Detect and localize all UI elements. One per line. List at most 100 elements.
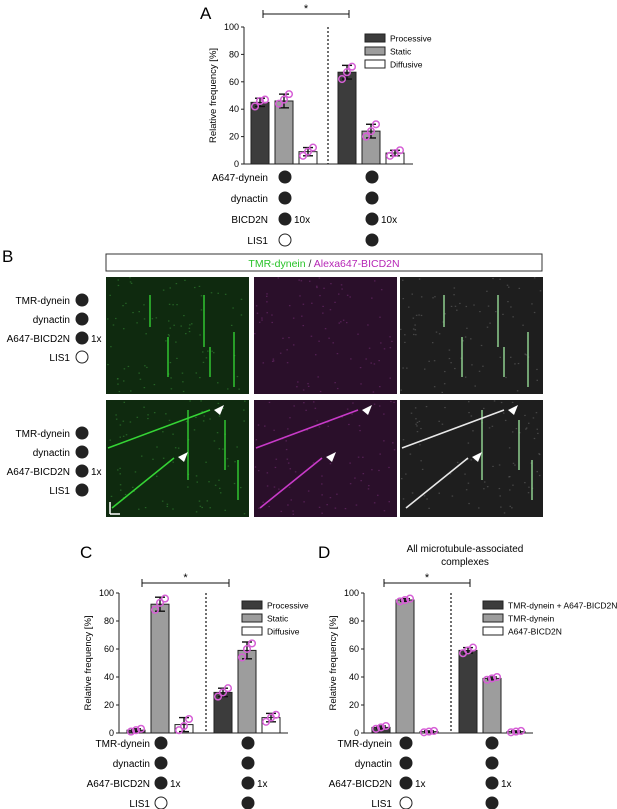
noise-speck: [421, 468, 424, 470]
noise-speck: [266, 312, 268, 314]
noise-speck: [459, 302, 461, 305]
noise-speck: [217, 292, 219, 294]
data-point: [342, 68, 352, 77]
noise-speck: [393, 401, 395, 403]
fold-label: 1x: [170, 779, 181, 790]
noise-speck: [198, 285, 201, 288]
noise-speck: [464, 336, 467, 338]
data-point: [371, 120, 381, 129]
data-point: [511, 727, 521, 736]
component-present-marker: [278, 170, 292, 184]
noise-speck: [336, 387, 339, 390]
noise-speck: [488, 427, 491, 429]
component-present-marker: [399, 736, 413, 750]
noise-speck: [483, 481, 486, 483]
noise-speck: [216, 432, 219, 434]
noise-speck: [134, 471, 137, 473]
noise-speck: [489, 322, 491, 324]
data-point: [260, 95, 270, 104]
noise-speck: [360, 480, 362, 482]
noise-speck: [286, 458, 289, 460]
legend-swatch: [482, 613, 504, 623]
noise-speck: [200, 295, 203, 297]
data-point: [492, 672, 502, 682]
noise-speck: [371, 297, 373, 299]
y-axis-label: Relative frequency [%]: [328, 615, 339, 710]
noise-speck: [340, 284, 343, 286]
noise-speck: [151, 318, 154, 320]
noise-speck: [115, 414, 117, 416]
noise-speck: [203, 415, 205, 417]
noise-speck: [505, 376, 507, 379]
noise-speck: [438, 333, 441, 335]
noise-speck: [218, 448, 221, 450]
noise-speck: [466, 327, 468, 329]
noise-speck: [129, 421, 132, 423]
noise-speck: [236, 446, 238, 448]
noise-speck: [288, 337, 290, 339]
noise-speck: [414, 407, 417, 409]
noise-speck: [456, 309, 458, 311]
legend-swatch: [364, 33, 386, 43]
noise-speck: [493, 400, 496, 402]
noise-speck: [125, 434, 128, 436]
noise-speck: [165, 340, 167, 342]
noise-speck: [514, 363, 516, 365]
noise-speck: [305, 409, 307, 411]
condition-label: A647-BICD2N: [7, 334, 70, 345]
noise-speck: [191, 323, 193, 325]
noise-speck: [400, 328, 402, 331]
noise-speck: [289, 417, 291, 419]
noise-speck: [207, 350, 209, 352]
noise-speck: [199, 334, 201, 336]
y-tick-label: 20: [229, 132, 239, 142]
significance-star: *: [183, 572, 188, 584]
lis1-present-marker: [365, 233, 379, 247]
component-present-marker: [75, 293, 89, 307]
noise-speck: [480, 344, 483, 347]
noise-speck: [509, 476, 511, 478]
kymograph-panel: [254, 277, 397, 394]
noise-speck: [169, 361, 172, 364]
legend-swatch: [241, 626, 263, 636]
noise-speck: [334, 507, 337, 509]
noise-speck: [348, 423, 350, 426]
bar: [150, 603, 170, 734]
noise-speck: [303, 501, 305, 503]
noise-speck: [205, 461, 207, 463]
noise-speck: [323, 287, 325, 289]
component-present-marker: [365, 191, 379, 205]
data-point: [400, 595, 410, 605]
noise-speck: [254, 466, 257, 468]
noise-speck: [257, 470, 260, 472]
noise-speck: [118, 390, 121, 393]
component-present-marker: [154, 756, 168, 770]
noise-speck: [478, 370, 481, 372]
noise-speck: [243, 513, 246, 515]
noise-speck: [205, 357, 208, 359]
noise-speck: [515, 427, 518, 430]
noise-speck: [172, 508, 174, 510]
noise-speck: [373, 403, 376, 405]
noise-speck: [444, 370, 446, 373]
noise-speck: [243, 420, 245, 422]
noise-speck: [182, 381, 184, 383]
noise-speck: [450, 362, 452, 364]
processive-track: [401, 409, 505, 449]
noise-speck: [109, 294, 111, 296]
noise-speck: [538, 453, 541, 456]
bar: [458, 649, 478, 734]
noise-speck: [119, 484, 122, 486]
noise-speck: [119, 489, 122, 491]
bar: [395, 599, 415, 734]
noise-speck: [319, 295, 321, 297]
y-tick-label: 60: [229, 77, 239, 87]
noise-speck: [272, 360, 275, 362]
condition-label: TMR-dynein: [16, 296, 70, 307]
noise-speck: [468, 411, 470, 414]
arrowhead-icon: [362, 405, 372, 415]
noise-speck: [391, 340, 393, 343]
condition-label: TMR-dynein: [338, 739, 392, 750]
condition-label: LIS1: [371, 799, 392, 809]
data-point: [218, 688, 228, 697]
